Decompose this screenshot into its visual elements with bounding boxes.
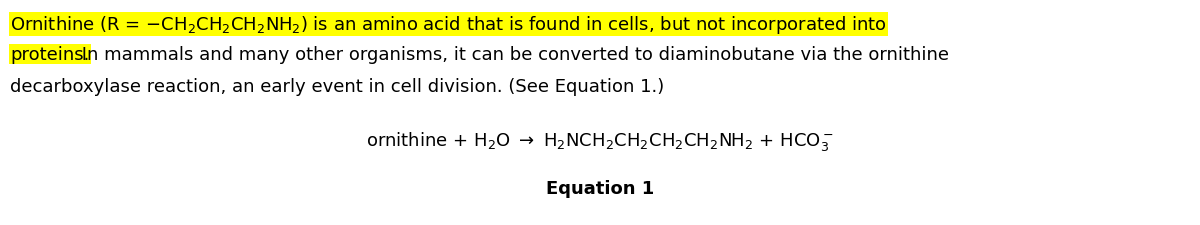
Text: Ornithine (R = $-$CH$_2$CH$_2$CH$_2$NH$_2$) is an amino acid that is found in ce: Ornithine (R = $-$CH$_2$CH$_2$CH$_2$NH$_… [10, 14, 887, 36]
Text: Equation 1: Equation 1 [546, 179, 654, 197]
Text: proteins.: proteins. [10, 46, 89, 64]
Text: ornithine + H$_2$O $\rightarrow$ H$_2$NCH$_2$CH$_2$CH$_2$CH$_2$NH$_2$ + HCO$_3^-: ornithine + H$_2$O $\rightarrow$ H$_2$NC… [366, 129, 834, 152]
Text: decarboxylase reaction, an early event in cell division. (See Equation 1.): decarboxylase reaction, an early event i… [10, 78, 665, 96]
Text: In mammals and many other organisms, it can be converted to diaminobutane via th: In mammals and many other organisms, it … [76, 46, 949, 64]
